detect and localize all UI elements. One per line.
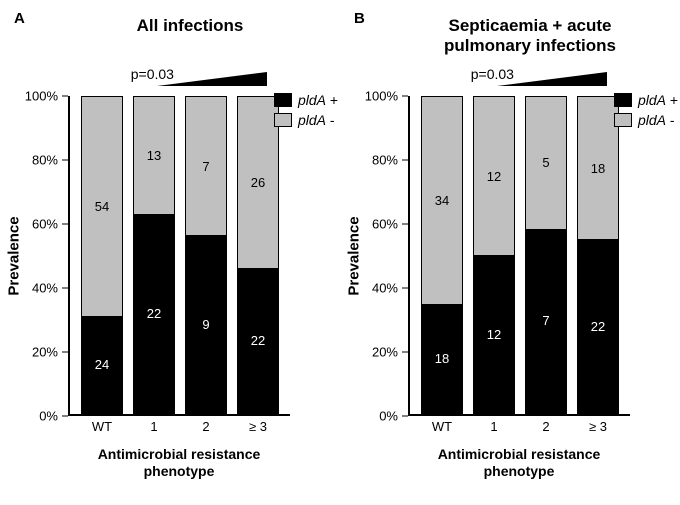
legend-text: pldA - (298, 112, 335, 128)
legend-swatch-icon (614, 93, 632, 107)
panel-B: BSepticaemia + acutepulmonary infections… (340, 0, 680, 505)
x-tick: ≥ 3 (577, 419, 619, 434)
y-tick: 20% (32, 345, 68, 360)
x-tick: WT (421, 419, 463, 434)
y-tick: 100% (25, 89, 68, 104)
bar-segment-neg: 13 (134, 97, 174, 214)
bar-segment-neg: 18 (578, 97, 618, 239)
legend-text: pldA + (638, 92, 678, 108)
bar-segment-neg: 26 (238, 97, 278, 268)
bar: 3418 (421, 96, 463, 414)
y-tick: 80% (372, 153, 408, 168)
y-tick: 40% (32, 281, 68, 296)
y-tick: 60% (32, 217, 68, 232)
bar: 1322 (133, 96, 175, 414)
y-tick: 40% (372, 281, 408, 296)
figure: AAll infections p=0.03 Prevalence 100% 80% 60… (0, 0, 680, 505)
bar-segment-neg: 34 (422, 97, 462, 304)
legend-text: pldA - (638, 112, 675, 128)
bar-segment-pos: 24 (82, 316, 122, 413)
x-ticks: WT 12 ≥ 3 (70, 419, 290, 434)
bar: 79 (185, 96, 227, 414)
bar: 1822 (577, 96, 619, 414)
bar-segment-neg: 54 (82, 97, 122, 316)
legend: pldA + pldA - (614, 92, 680, 132)
y-axis-label: Prevalence (6, 216, 23, 295)
bar-segment-pos: 22 (238, 268, 278, 413)
y-tick: 100% (365, 89, 408, 104)
panel-A: AAll infections p=0.03 Prevalence 100% 80% 60… (0, 0, 340, 505)
legend-swatch-icon (274, 113, 292, 127)
x-tick: 1 (133, 419, 175, 434)
x-ticks: WT 12 ≥ 3 (410, 419, 630, 434)
legend-text: pldA + (298, 92, 338, 108)
bar-segment-neg: 7 (186, 97, 226, 235)
bar-segment-neg: 12 (474, 97, 514, 255)
y-axis-label: Prevalence (346, 216, 363, 295)
y-tick: 0% (39, 409, 68, 424)
plot-area: 34181212571822WT12≥ 3 (408, 96, 630, 416)
y-axis: Prevalence100%80%60%40%20%0% (350, 96, 408, 416)
panel-title: All infections (10, 16, 330, 60)
chart-area: Prevalence100%80%60%40%20%0%341812125718… (350, 96, 670, 416)
x-tick: 1 (473, 419, 515, 434)
bar-segment-pos: 9 (186, 235, 226, 413)
bar: 2622 (237, 96, 279, 414)
plot-area: 54241322792622WT12≥ 3 (68, 96, 290, 416)
chart-area: Prevalence100%80%60%40%20%0%542413227926… (10, 96, 330, 416)
bar-segment-pos: 18 (422, 304, 462, 413)
bar-segment-pos: 22 (578, 239, 618, 413)
bar-segment-pos: 22 (134, 214, 174, 413)
x-axis-label: Antimicrobial resistancephenotype (408, 446, 630, 480)
bars: 54241322792622 (70, 96, 290, 414)
panel-letter: A (14, 10, 25, 27)
x-tick: WT (81, 419, 123, 434)
y-axis: Prevalence100%80%60%40%20%0% (10, 96, 68, 416)
panel-letter: B (354, 10, 365, 27)
bar-segment-pos: 7 (526, 229, 566, 413)
legend-item: pldA + (614, 92, 680, 108)
y-ticks: 100%80%60%40%20%0% (370, 96, 408, 416)
x-axis-label: Antimicrobial resistancephenotype (68, 446, 290, 480)
bar: 1212 (473, 96, 515, 414)
panel-title: Septicaemia + acutepulmonary infections (350, 16, 670, 60)
legend-item: pldA - (614, 112, 680, 128)
legend-swatch-icon (274, 93, 292, 107)
y-tick: 80% (32, 153, 68, 168)
y-tick: 60% (372, 217, 408, 232)
bars: 34181212571822 (410, 96, 630, 414)
pvalue-row: p=0.03 (68, 66, 290, 96)
y-tick: 20% (372, 345, 408, 360)
x-tick: 2 (525, 419, 567, 434)
bar-segment-pos: 12 (474, 255, 514, 413)
bar-segment-neg: 5 (526, 97, 566, 229)
y-ticks: 100%80%60%40%20%0% (30, 96, 68, 416)
x-tick: 2 (185, 419, 227, 434)
y-tick: 0% (379, 409, 408, 424)
x-tick: ≥ 3 (237, 419, 279, 434)
bar: 57 (525, 96, 567, 414)
bar: 5424 (81, 96, 123, 414)
pvalue-row: p=0.03 (408, 66, 630, 96)
legend-swatch-icon (614, 113, 632, 127)
